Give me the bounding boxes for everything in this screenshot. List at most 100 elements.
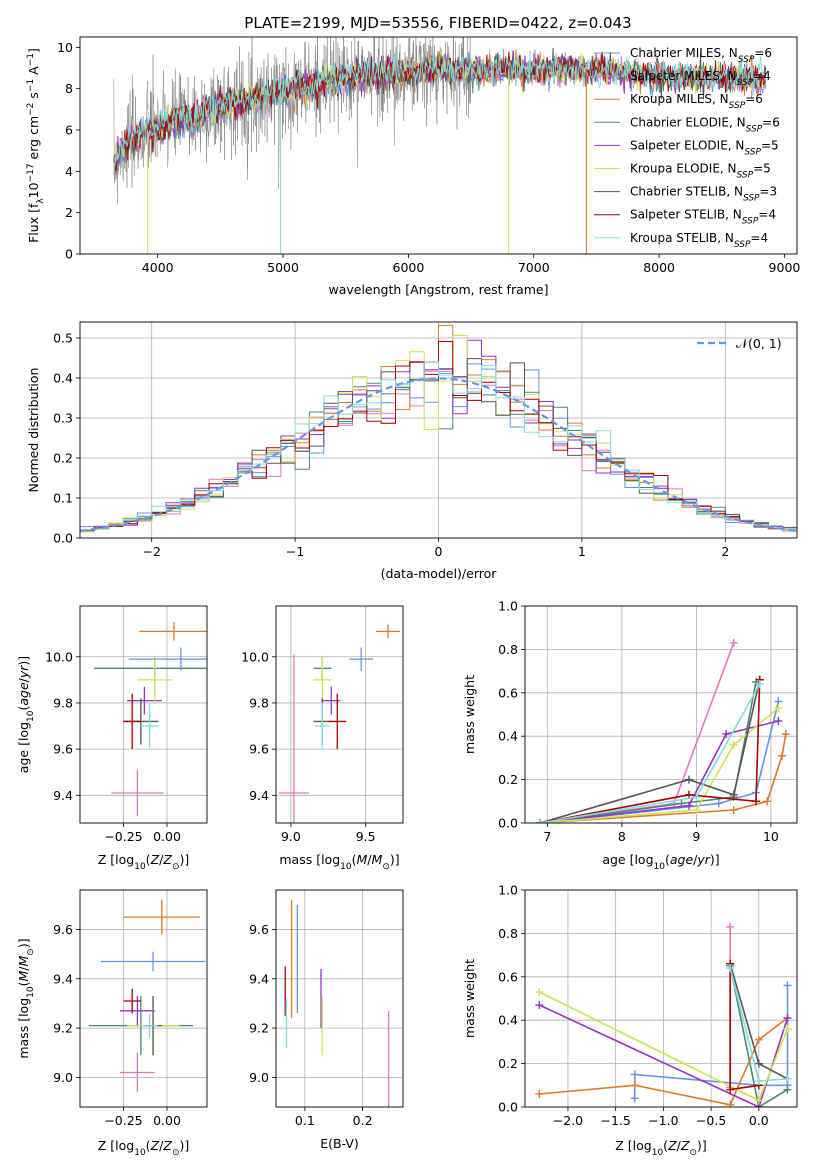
marker-salpeter_stelib [752,797,761,806]
y-tick-label: 0.0 [498,816,518,831]
errorbar-salpeter_miles [278,654,309,823]
hist-salpeter_stelib [80,341,797,531]
marker-chabrier_stelib [684,775,693,784]
y-axis-label: age [log10(age/yr)] [16,656,36,773]
marker-salpeter_elodie [684,801,693,810]
errorbar-kroupa_miles [123,899,201,935]
marker-salpeter_elodie [774,717,783,726]
y-tick-label: 10 [57,40,73,55]
x-tick-label: −0.25 [104,1113,142,1128]
marker-kroupa_miles [778,751,787,760]
massweight-vs-Z-panel: −2.0 −1.5 −1.0 −0.5 0.0 0.0 0.2 0.4 0.6 0.8 1.0 Z [… [462,883,798,1158]
y-tick-label: 0.6 [498,969,518,984]
y-tick-label: 1.0 [498,883,518,898]
y-tick-label: 0.5 [53,331,73,346]
marker-kroupa_elodie [754,1096,763,1105]
axes-frame [79,321,798,539]
errorbar-chabrier_miles [100,951,206,972]
marker-kroupa_stelib [535,819,544,823]
y-tick-label: 8 [65,81,73,96]
errorbar-kroupa_stelib [314,702,330,750]
hist-kroupa_elodie [80,335,797,533]
y-tick-label: 0.3 [53,411,73,426]
marker-chabrier_miles [714,799,723,808]
series-chabrier_elodie [729,965,788,1107]
x-tick-label: 8 [618,829,626,844]
plot-area [284,899,390,1107]
spectrum-panel: 4000 5000 6000 7000 8000 9000 0 2 4 6 8 10 wavelengt… [26,36,801,297]
marker-kroupa_stelib [754,1076,763,1085]
legend-entry: 𝒩(0, 1) [736,336,782,351]
marker-kroupa_miles [630,1081,639,1090]
legend: 𝒩(0, 1) [697,336,782,351]
x-axis-label: mass [log10(M/M⊙)] [279,852,399,872]
y-tick-label: 10.0 [45,649,73,664]
data-spectrum [113,37,587,205]
x-tick-label: 7000 [518,260,550,275]
x-tick-label: 0.1 [295,1113,315,1128]
grid [276,606,403,823]
y-axis-label: Flux [fλ10−17 erg cm−2 s−1 A−1] [26,48,46,243]
x-axis-label: (data-model)/error [381,566,498,581]
legend-entry: Chabrier MILES, NSSP=6 [630,46,772,65]
legend-entry: Salpeter STELIB, NSSP=4 [630,208,776,227]
x-tick-label: −2.0 [553,1113,583,1128]
y-tick-label: 0.0 [498,1100,518,1115]
x-tick-label: 9.0 [281,829,301,844]
errorbar-kroupa_stelib [140,702,159,750]
axes-frame [79,605,208,824]
marker-salpeter_elodie [722,730,731,739]
x-tick-label: 9000 [769,260,801,275]
legend-entry: Kroupa ELODIE, NSSP=5 [630,162,771,181]
marker-chabrier_miles [630,1094,639,1103]
y-tick-label: 9.8 [53,695,73,710]
y-tick-label: 0.2 [498,1056,518,1071]
x-tick-label: 9.5 [356,829,376,844]
massweight-vs-age-panel: 7 8 9 10 0.0 0.2 0.4 0.6 0.8 1.0 age [log10(age/yr… [462,599,798,872]
x-axis-label: Z [log10(Z/Z⊙)] [98,1138,190,1158]
x-tick-label: 2 [721,544,729,559]
x-tick-label: 8000 [643,260,675,275]
y-tick-label: 9.4 [53,788,73,803]
errorbar-kroupa_stelib [140,1013,159,1038]
x-tick-label: 0 [435,544,443,559]
y-axis-label: mass weight [462,959,477,1038]
mass-vs-Z-panel: −0.25 0.00 9.0 9.2 9.4 9.6 Z [log10(Z/Z⊙)] mass… [16,889,208,1158]
errorbar-kroupa_elodie [313,656,332,703]
series-salpeter_elodie [538,1004,789,1107]
marker-kroupa_elodie [783,1024,792,1033]
x-tick-label: 0.0 [749,1113,769,1128]
y-tick-label: 0.4 [498,729,518,744]
y-tick-label: 0.6 [498,685,518,700]
hist-kroupa_stelib [80,361,797,531]
x-tick-label: −1 [286,544,304,559]
x-axis-label: age [log10(age/yr)] [602,852,719,872]
y-tick-label: 0.1 [53,491,73,506]
y-tick-label: 0.8 [498,926,518,941]
series-kroupa_elodie [539,707,779,823]
x-tick-label: −0.25 [104,829,142,844]
marker-kroupa_miles [754,1035,763,1044]
y-tick-label: 2 [65,205,73,220]
errorbar-salpeter_miles [120,1052,155,1093]
marker-salpeter_elodie [535,1001,544,1010]
x-axis-label: E(B-V) [320,1136,359,1151]
legend-entry: Chabrier STELIB, NSSP=3 [630,185,777,204]
marker-kroupa_miles [726,1100,735,1107]
grid [525,889,797,1108]
marker-kroupa_stelib [726,964,735,973]
x-tick-label: 10 [763,829,779,844]
grid [276,890,403,1107]
y-axis-label: mass weight [462,675,477,754]
x-tick-label: −1.5 [600,1113,630,1128]
y-tick-label: 1.0 [498,599,518,614]
model-spectrum-kroupa_stelib [113,52,767,174]
marker-kroupa_elodie [774,703,783,712]
axes-frame [79,889,208,1108]
x-tick-label: 9 [692,829,700,844]
y-tick-label: 9.8 [249,695,269,710]
marker-kroupa_elodie [729,740,738,749]
marker-salpeter_stelib [726,1085,735,1094]
x-tick-label: 1 [578,544,586,559]
x-axis-label: Z [log10(Z/Z⊙)] [615,1138,707,1158]
